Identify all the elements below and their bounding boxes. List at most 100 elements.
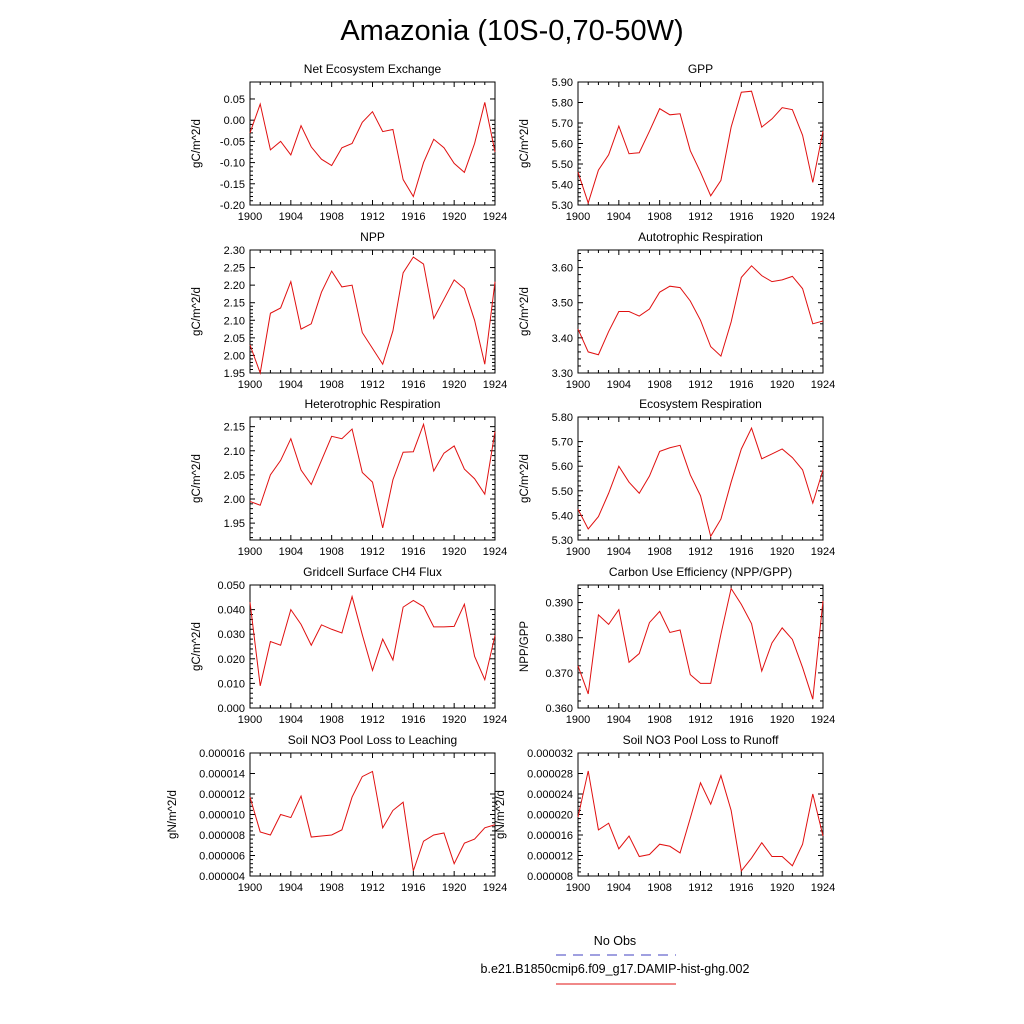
plot-frame <box>249 416 496 541</box>
x-tick-label: 1908 <box>647 211 671 223</box>
x-tick-label: 1920 <box>770 211 794 223</box>
panel-title: Soil NO3 Pool Loss to Leaching <box>288 733 457 747</box>
x-tick-label: 1908 <box>647 546 671 558</box>
y-tick-label: 2.10 <box>224 446 245 458</box>
y-tick-label: 5.80 <box>552 98 573 110</box>
y-tick-label: 0.000012 <box>199 789 245 801</box>
y-tick-label: 2.15 <box>224 422 245 434</box>
y-tick-label: 0.000016 <box>199 748 245 760</box>
plot-frame <box>577 249 824 374</box>
x-tick-label: 1900 <box>238 379 262 391</box>
y-tick-label: 2.30 <box>224 245 245 257</box>
x-tick-label: 1924 <box>483 714 507 726</box>
x-tick-label: 1920 <box>442 211 466 223</box>
panel-npp: NPP gC/m^2/d 1900 1904 1908 1912 1916 1920 1924 1… <box>191 230 507 391</box>
x-tick-label: 1924 <box>483 882 507 894</box>
y-tick-label: 2.15 <box>224 298 245 310</box>
y-axis-label: gC/m^2/d <box>519 119 531 168</box>
y-tick-label: 2.00 <box>224 494 245 506</box>
y-tick-label: 0.000010 <box>199 810 245 822</box>
x-tick-label: 1904 <box>279 211 303 223</box>
y-axis-label: gC/m^2/d <box>191 119 203 168</box>
figure-title: Amazonia (10S-0,70-50W) <box>340 15 683 47</box>
y-tick-label: 0.050 <box>217 580 245 592</box>
y-tick-label: 0.020 <box>217 654 245 666</box>
panel-title: Heterotrophic Respiration <box>304 397 440 411</box>
x-tick-label: 1924 <box>811 211 835 223</box>
series-line <box>249 422 496 529</box>
y-tick-label: 0.360 <box>545 703 573 715</box>
x-tick-label: 1916 <box>729 714 753 726</box>
x-tick-label: 1924 <box>483 211 507 223</box>
series-line <box>577 265 824 358</box>
x-tick-label: 1912 <box>360 546 384 558</box>
x-tick-label: 1912 <box>360 714 384 726</box>
y-tick-label: 5.90 <box>552 77 573 89</box>
x-tick-label: 1904 <box>279 546 303 558</box>
x-tick-label: 1916 <box>729 211 753 223</box>
y-tick-label: 0.030 <box>217 629 245 641</box>
y-tick-label: 5.40 <box>552 180 573 192</box>
x-tick-label: 1904 <box>279 714 303 726</box>
y-tick-label: 5.70 <box>552 437 573 449</box>
x-tick-label: 1908 <box>647 379 671 391</box>
y-tick-label: 2.00 <box>224 350 245 362</box>
x-tick-label: 1916 <box>729 379 753 391</box>
y-axis-label: gC/m^2/d <box>191 287 203 336</box>
x-tick-label: 1912 <box>360 882 384 894</box>
y-tick-label: 0.000008 <box>527 871 573 883</box>
x-tick-label: 1908 <box>319 211 343 223</box>
y-tick-label: 3.60 <box>552 263 573 275</box>
x-tick-label: 1912 <box>360 211 384 223</box>
y-tick-label: 5.30 <box>552 535 573 547</box>
plot-frame <box>577 752 824 877</box>
series-line <box>249 102 496 198</box>
series-line <box>577 587 824 700</box>
y-tick-label: 0.000004 <box>199 871 245 883</box>
x-tick-label: 1920 <box>770 714 794 726</box>
x-tick-label: 1924 <box>811 546 835 558</box>
y-tick-label: 0.000016 <box>527 830 573 842</box>
x-tick-label: 1900 <box>566 211 590 223</box>
y-tick-label: 2.05 <box>224 470 245 482</box>
y-axis-label: gC/m^2/d <box>519 454 531 503</box>
series-line <box>577 426 824 538</box>
x-tick-label: 1904 <box>279 379 303 391</box>
panel-title: NPP <box>360 230 385 244</box>
x-tick-label: 1912 <box>688 882 712 894</box>
x-tick-label: 1920 <box>442 379 466 391</box>
y-tick-label: 3.30 <box>552 368 573 380</box>
panel-soil-no3-pool-loss-to-runoff: Soil NO3 Pool Loss to Runoff gN/m^2/d 1900… <box>495 733 835 894</box>
x-tick-label: 1920 <box>770 379 794 391</box>
x-tick-label: 1912 <box>688 546 712 558</box>
x-tick-label: 1900 <box>566 714 590 726</box>
plot-frame <box>577 584 824 709</box>
x-tick-label: 1900 <box>566 882 590 894</box>
legend-label-no-obs: No Obs <box>594 934 636 948</box>
panel-net-ecosystem-exchange: Net Ecosystem Exchange gC/m^2/d 1900 1904 19… <box>191 62 507 223</box>
x-tick-label: 1916 <box>401 211 425 223</box>
x-tick-label: 1912 <box>360 379 384 391</box>
y-tick-label: 2.20 <box>224 280 245 292</box>
x-tick-label: 1920 <box>770 882 794 894</box>
x-tick-label: 1920 <box>442 882 466 894</box>
y-tick-label: 5.70 <box>552 118 573 130</box>
y-tick-label: 0.390 <box>545 598 573 610</box>
x-tick-label: 1912 <box>688 211 712 223</box>
series-line <box>249 770 496 872</box>
x-tick-label: 1900 <box>566 546 590 558</box>
y-tick-label: 3.40 <box>552 333 573 345</box>
series-line <box>577 770 824 873</box>
x-tick-label: 1904 <box>279 882 303 894</box>
x-tick-label: 1924 <box>483 546 507 558</box>
x-tick-label: 1916 <box>401 546 425 558</box>
series-line <box>577 90 824 205</box>
x-tick-label: 1904 <box>607 714 631 726</box>
x-tick-label: 1924 <box>811 714 835 726</box>
panel-ecosystem-respiration: Ecosystem Respiration gC/m^2/d 1900 1904 190… <box>519 397 835 558</box>
panel-title: Soil NO3 Pool Loss to Runoff <box>623 733 780 747</box>
x-tick-label: 1900 <box>238 714 262 726</box>
y-axis-label: gN/m^2/d <box>167 790 179 839</box>
panel-heterotrophic-respiration: Heterotrophic Respiration gC/m^2/d 1900 190… <box>191 397 507 558</box>
x-tick-label: 1904 <box>607 546 631 558</box>
